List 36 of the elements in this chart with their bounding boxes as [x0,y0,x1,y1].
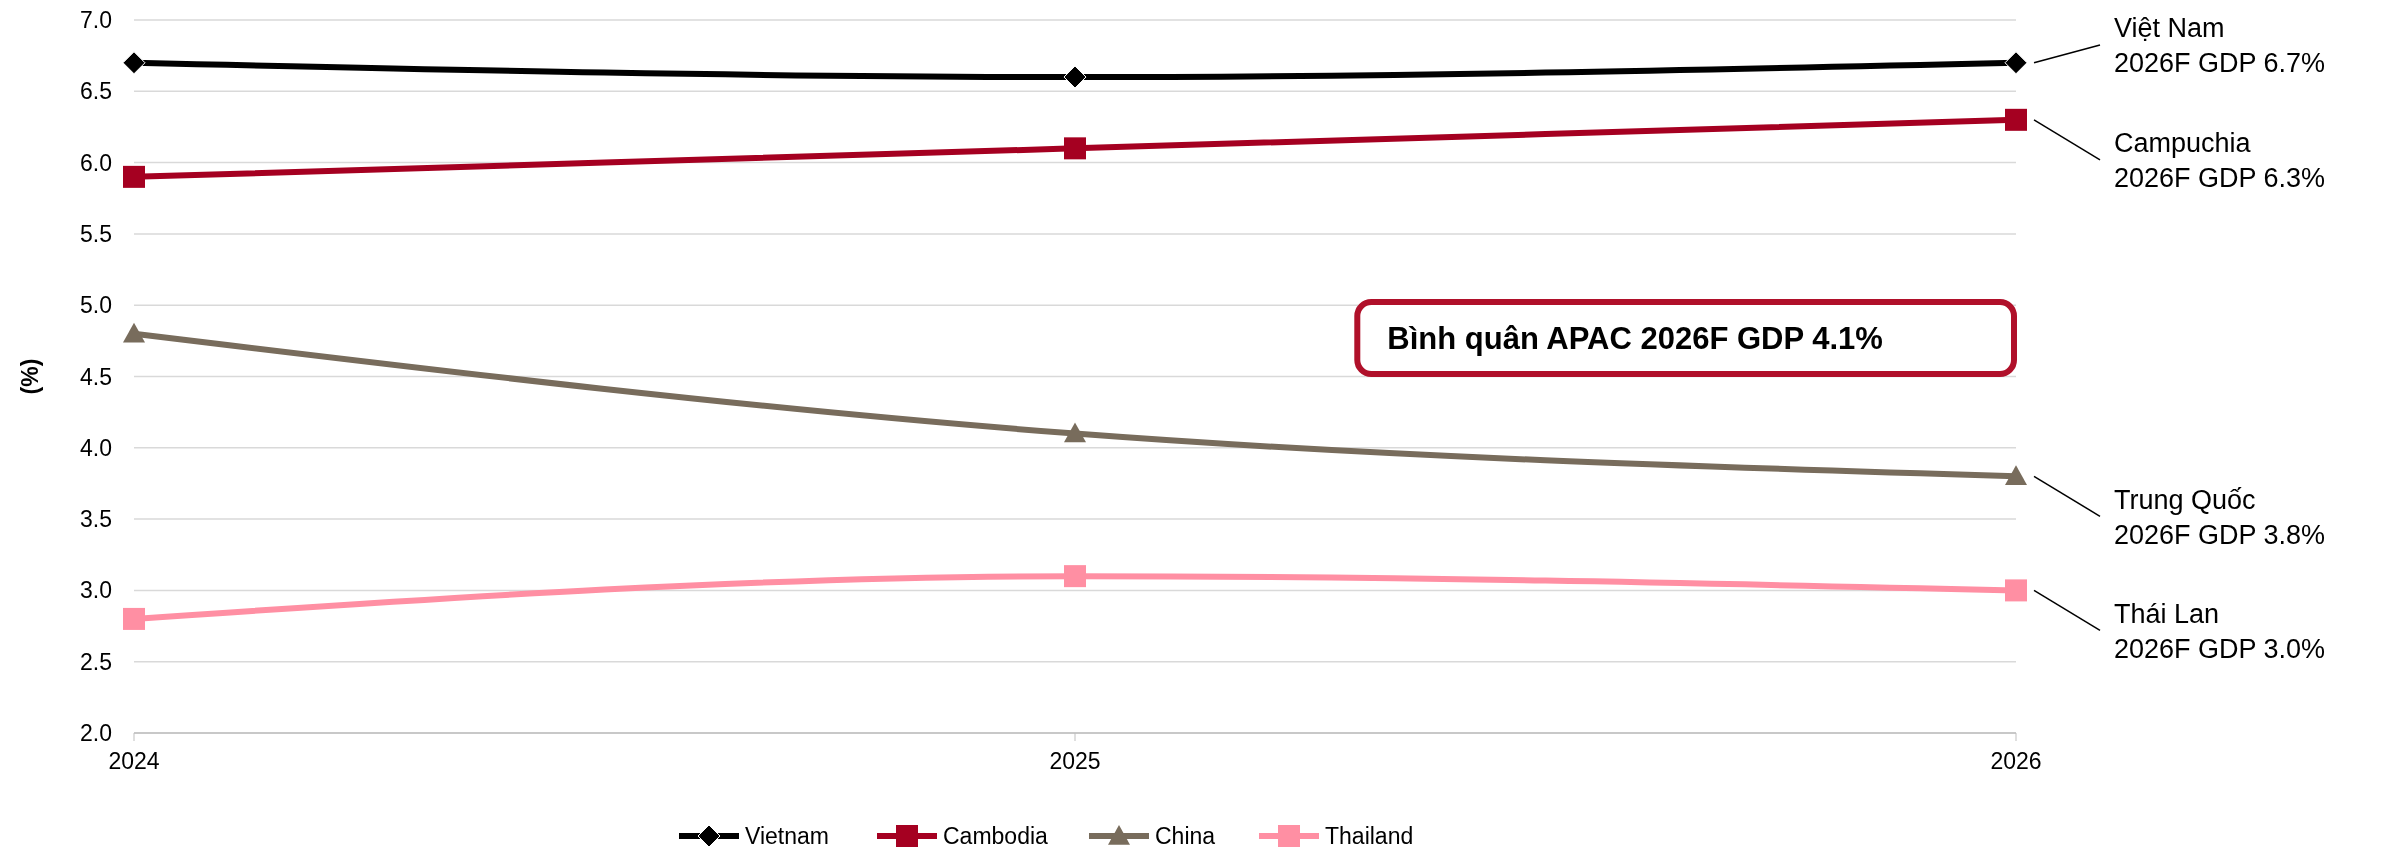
y-tick-label: 3.5 [80,506,112,533]
legend-label: Thailand [1325,823,1414,850]
text: Trung Quốc 2026F GDP 3.8% [2114,484,2326,550]
legend-label: Cambodia [943,823,1049,850]
point [1064,422,1086,443]
y-tick-label: 4.0 [80,434,112,461]
point [2005,579,2027,602]
y-tick-label: 5.0 [80,292,112,319]
text: Thái Lan 2026F GDP 3.0% [2114,598,2326,664]
y-tick-label: 2.0 [80,720,112,747]
x-tick-label: 2024 [108,748,160,774]
point [1064,565,1086,588]
legend-label: China [1155,823,1216,850]
point [1063,65,1087,89]
x-tick-label: 2025 [1049,748,1101,774]
y-tick-label: 6.5 [80,78,112,105]
point [2005,465,2027,486]
y-tick-label: 6.0 [80,149,112,176]
y-axis-title: (%) [17,358,43,395]
point [122,51,146,75]
y-tick-label: 4.5 [80,363,112,390]
point [2004,51,2028,75]
point [2005,108,2027,131]
text: Việt Nam 2026F GDP 6.7% [2114,13,2326,79]
point [1064,137,1086,160]
x-tick-label: 2026 [1990,748,2042,774]
y-tick-label: 7.0 [80,7,112,34]
y-tick-label: 3.0 [80,577,112,604]
legend-label: Vietnam [745,823,829,850]
point [123,607,145,630]
y-tick-label: 5.5 [80,220,112,247]
point [123,322,145,343]
point [123,165,145,188]
annotation: Bình quân APAC 2026F GDP 4.1% [1387,320,1883,356]
y-tick-label: 2.5 [80,648,112,675]
text: Campuchia 2026F GDP 6.3% [2114,128,2326,194]
